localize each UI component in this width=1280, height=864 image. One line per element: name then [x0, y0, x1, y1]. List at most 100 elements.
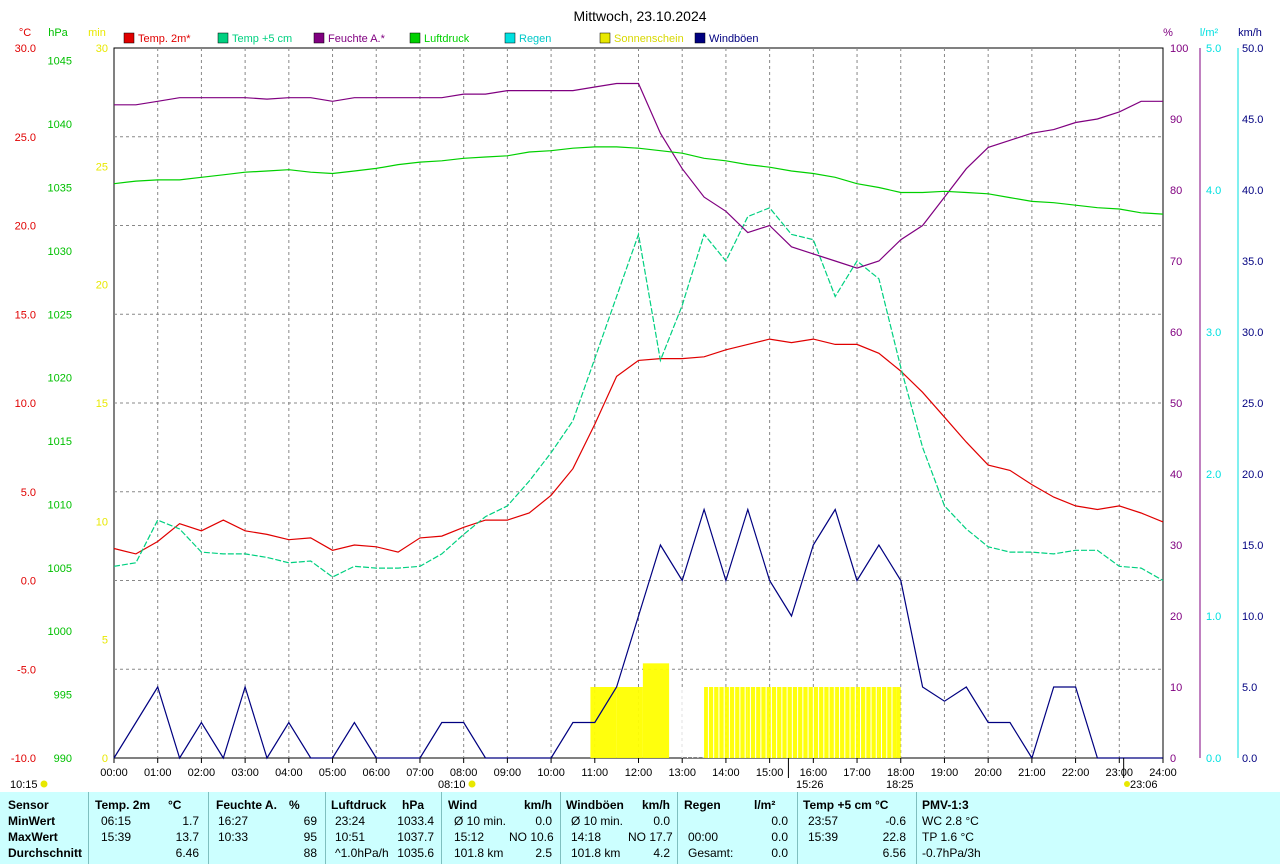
- x-tick-label: 17:00: [843, 767, 871, 779]
- temp2m-time: 06:15: [101, 814, 132, 828]
- humidity-axis-tick: 70: [1170, 256, 1182, 268]
- pressure-axis-tick: 1015: [48, 436, 72, 448]
- x-tick-label: 04:00: [275, 767, 303, 779]
- rain-value: 0.0: [771, 846, 788, 860]
- temp5cm-value: -0.6: [885, 814, 906, 828]
- pressure-axis-tick: 1040: [48, 119, 72, 131]
- humidity-value: 88: [303, 846, 317, 860]
- humidity-axis-tick: 10: [1170, 682, 1182, 694]
- humidity-axis-tick: 30: [1170, 540, 1182, 552]
- x-tick-label: 12:00: [625, 767, 653, 779]
- stats-divider: [677, 792, 678, 864]
- legend-label: Temp +5 cm: [232, 33, 292, 45]
- temp-axis-tick: 5.0: [21, 487, 36, 499]
- temp-axis-tick: 25.0: [15, 132, 36, 144]
- x-tick-label: 16:00: [800, 767, 828, 779]
- gusts-label: 101.8 km: [571, 846, 621, 860]
- stats-row-label: Durchschnitt: [8, 846, 83, 860]
- x-tick-label: 18:00: [887, 767, 915, 779]
- temp-axis-tick: 15.0: [15, 309, 36, 321]
- humidity-axis-tick: 0: [1170, 753, 1176, 765]
- stats-unit: %: [289, 798, 300, 812]
- sunshine-bar: [835, 687, 879, 758]
- pmv-value: TP 1.6 °C: [922, 830, 974, 844]
- sunshine-axis-tick: 25: [96, 161, 108, 173]
- temp-axis-tick: 10.0: [15, 398, 36, 410]
- stats-unit: l/m²: [754, 798, 776, 812]
- sunshine-bar: [616, 687, 639, 758]
- rain-axis-tick: 2.0: [1206, 469, 1221, 481]
- wind-axis-unit: km/h: [1238, 27, 1262, 39]
- x-tick-label: 23:00: [1106, 767, 1134, 779]
- stats-unit: °C: [168, 798, 182, 812]
- stats-divider: [560, 792, 561, 864]
- sunshine-bar: [704, 687, 748, 758]
- x-tick-label: 19:00: [931, 767, 959, 779]
- stats-divider: [797, 792, 798, 864]
- gusts-value: 4.2: [653, 846, 670, 860]
- stats-header: Windböen: [566, 798, 624, 812]
- wind-axis-tick: 45.0: [1242, 114, 1263, 126]
- night-end-label: 23:06: [1130, 779, 1158, 791]
- stats-row-label: MinWert: [8, 814, 56, 828]
- wind-label: 101.8 km: [454, 846, 504, 860]
- pressure-value: 1033.4: [397, 814, 434, 828]
- legend-swatch: [694, 32, 706, 44]
- pressure-axis-unit: hPa: [48, 27, 68, 39]
- statistics-panel: Sensor Temp. 2m °C Feuchte A.% Luftdruck hPa W…: [0, 792, 1280, 864]
- pressure-axis-tick: 1010: [48, 499, 72, 511]
- left-axes: 30.0 25.0 20.0 15.0 10.0 5.0 0.0 -5.0 -10.0 °C 104…: [11, 27, 108, 765]
- pressure-axis-tick: 995: [54, 690, 72, 702]
- x-tick-label: 03:00: [231, 767, 259, 779]
- wind-axis-tick: 10.0: [1242, 611, 1263, 623]
- wind-axis-tick: 35.0: [1242, 256, 1263, 268]
- sun-icon: [40, 780, 48, 788]
- sunset-label: 18:25: [886, 779, 914, 791]
- x-tick-label: 00:00: [100, 767, 128, 779]
- right-axes: 1009080706050403020100%5.04.03.02.01.00.…: [1163, 27, 1263, 765]
- sunshine-axis-tick: 0: [102, 753, 108, 765]
- legend-label: Luftdruck: [424, 33, 470, 45]
- x-tick-label: 11:00: [581, 767, 608, 779]
- x-tick-label: 21:00: [1018, 767, 1046, 779]
- legend-label: Temp. 2m*: [138, 33, 191, 45]
- stats-divider: [916, 792, 917, 864]
- stats-divider: [88, 792, 89, 864]
- series-line: [113, 207, 1164, 582]
- wind-value: 2.5: [535, 846, 552, 860]
- stats-divider: [325, 792, 326, 864]
- x-tick-label: 13:00: [668, 767, 696, 779]
- wind-axis-tick: 25.0: [1242, 398, 1263, 410]
- data-series: [113, 82, 1164, 760]
- pmv-value: WC 2.8 °C: [922, 814, 979, 828]
- pmv-value: -0.7hPa/3h: [922, 846, 981, 860]
- temp5cm-time: 23:57: [808, 814, 839, 828]
- wind-axis-tick: 50.0: [1242, 43, 1263, 55]
- pressure-value: 1037.7: [397, 830, 434, 844]
- rain-axis-tick: 4.0: [1206, 185, 1221, 197]
- wind-value: 0.0: [535, 814, 552, 828]
- wind-axis-tick: 40.0: [1242, 185, 1263, 197]
- temp-axis-tick: -10.0: [11, 753, 36, 765]
- wind-label: 15:12: [454, 830, 485, 844]
- stats-header: Temp +5 cm: [803, 798, 872, 812]
- time-markers: 10:15 08:10 15:26 18:25 23:06: [10, 758, 1158, 791]
- pressure-axis-tick: 990: [54, 753, 72, 765]
- sunshine-axis-unit: min: [88, 27, 106, 39]
- stats-unit: °C: [875, 798, 889, 812]
- max-time-label: 15:26: [796, 779, 824, 791]
- stats-header: PMV-1:3: [922, 798, 969, 812]
- wind-direction: NO 10.6: [509, 830, 554, 844]
- pressure-axis-tick: 1000: [48, 626, 72, 638]
- x-tick-label: 09:00: [494, 767, 522, 779]
- sunshine-axis-tick: 5: [102, 635, 108, 647]
- rain-axis-tick: 0.0: [1206, 753, 1221, 765]
- stats-header: Feuchte A.: [216, 798, 277, 812]
- rain-time: Gesamt:: [688, 846, 734, 860]
- humidity-axis-tick: 80: [1170, 185, 1182, 197]
- temp-axis-tick: 30.0: [15, 43, 36, 55]
- temp-axis-tick: -5.0: [17, 664, 36, 676]
- plot-grid: [114, 48, 1163, 758]
- temp5cm-value: 22.8: [882, 830, 906, 844]
- night-start-label: 10:15: [10, 779, 38, 791]
